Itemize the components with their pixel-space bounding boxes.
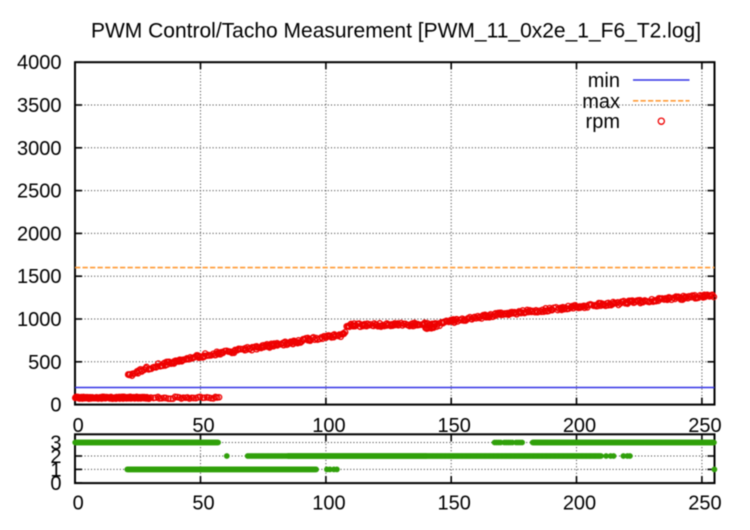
svg-text:100: 100	[312, 493, 345, 515]
svg-text:2000: 2000	[17, 223, 62, 245]
svg-text:rpm: rpm	[586, 111, 620, 133]
svg-text:4000: 4000	[17, 52, 62, 74]
svg-text:1500: 1500	[17, 266, 62, 288]
svg-text:250: 250	[688, 415, 721, 437]
svg-text:PWM Control/Tacho Measurement: PWM Control/Tacho Measurement [PWM_11_0x…	[91, 20, 701, 43]
svg-text:200: 200	[563, 493, 596, 515]
svg-text:50: 50	[192, 493, 214, 515]
svg-text:100: 100	[312, 415, 345, 437]
svg-text:50: 50	[192, 415, 214, 437]
svg-text:0: 0	[50, 395, 61, 417]
svg-text:2: 2	[50, 446, 61, 468]
svg-text:1: 1	[50, 459, 61, 481]
svg-text:3000: 3000	[17, 138, 62, 160]
svg-text:500: 500	[28, 352, 61, 374]
svg-text:150: 150	[438, 493, 471, 515]
svg-text:3: 3	[50, 433, 61, 455]
svg-text:1000: 1000	[17, 309, 62, 331]
svg-text:0: 0	[73, 415, 84, 437]
svg-text:0: 0	[50, 473, 61, 495]
svg-text:min: min	[588, 70, 620, 92]
svg-text:2500: 2500	[17, 181, 62, 203]
svg-text:150: 150	[438, 415, 471, 437]
svg-text:250: 250	[688, 493, 721, 515]
svg-text:0: 0	[73, 493, 84, 515]
svg-text:max: max	[582, 91, 620, 113]
svg-text:3500: 3500	[17, 95, 62, 117]
svg-text:200: 200	[563, 415, 596, 437]
